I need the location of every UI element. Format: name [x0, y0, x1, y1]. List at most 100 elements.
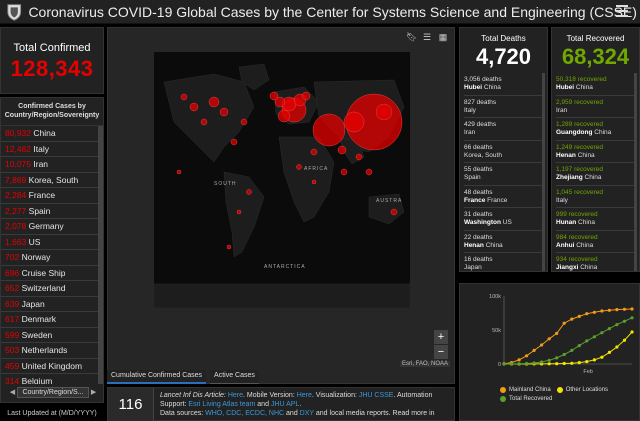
- data-sources-link[interactable]: WHO, CDC, ECDC, NHC: [205, 410, 285, 417]
- data-point-other-locations[interactable]: [630, 330, 634, 334]
- data-point-other-locations[interactable]: [592, 358, 596, 362]
- data-point-mainland-china[interactable]: [547, 337, 551, 341]
- recovered-row[interactable]: 984 recovered Anhui China: [556, 231, 636, 253]
- data-point-total-recovered[interactable]: [622, 319, 627, 323]
- country-row[interactable]: 599 Sweden: [1, 328, 99, 343]
- zoom-in-button[interactable]: +: [434, 330, 448, 344]
- lancet-link[interactable]: Here: [227, 392, 244, 399]
- list-icon[interactable]: ☰: [422, 32, 432, 42]
- data-point-mainland-china[interactable]: [577, 314, 581, 318]
- data-point-mainland-china[interactable]: [607, 308, 611, 312]
- data-point-total-recovered[interactable]: [585, 339, 589, 343]
- data-point-mainland-china[interactable]: [562, 321, 566, 325]
- jhu-csse-link[interactable]: JHU CSSE: [358, 392, 394, 399]
- map-panel[interactable]: 🔖︎ ☰ ▦: [107, 27, 455, 384]
- prev-arrow-icon[interactable]: ◀: [9, 389, 16, 396]
- data-point-total-recovered[interactable]: [607, 327, 611, 331]
- country-row[interactable]: 1,663 US: [1, 235, 99, 250]
- country-row[interactable]: 314 Belgium: [1, 374, 99, 384]
- country-row[interactable]: 503 Netherlands: [1, 343, 99, 359]
- country-row[interactable]: 639 Japan: [1, 297, 99, 312]
- country-row[interactable]: 617 Denmark: [1, 312, 99, 328]
- data-point-mainland-china[interactable]: [570, 317, 574, 321]
- data-point-other-locations[interactable]: [600, 355, 604, 359]
- next-arrow-icon[interactable]: ▶: [90, 389, 97, 396]
- country-row[interactable]: 2,277 Spain: [1, 204, 99, 219]
- data-point-total-recovered[interactable]: [509, 362, 514, 366]
- deaths-row[interactable]: 22 deaths Henan China: [464, 231, 544, 253]
- world-map[interactable]: AFRICA SOUTH AUSTRA ANTARCTICA: [154, 52, 410, 308]
- legend-item[interactable]: Mainland China: [500, 387, 551, 393]
- country-row[interactable]: 702 Norway: [1, 250, 99, 266]
- country-list[interactable]: 80,932 China 12,462 Italy 10,075 Iran 7,869…: [1, 126, 99, 384]
- deaths-list-scrollbar[interactable]: [542, 73, 545, 271]
- data-point-other-locations[interactable]: [622, 338, 627, 342]
- deaths-row[interactable]: 48 deaths France France: [464, 186, 544, 208]
- deaths-row[interactable]: 429 deaths Iran: [464, 118, 544, 141]
- data-point-mainland-china[interactable]: [540, 343, 544, 347]
- tab-cumulative-confirmed[interactable]: Cumulative Confirmed Cases: [107, 370, 207, 384]
- zoom-out-button[interactable]: −: [434, 345, 448, 359]
- country-row[interactable]: 2,078 Germany: [1, 219, 99, 235]
- recovered-row[interactable]: 1,197 recovered Zhejiang China: [556, 163, 636, 186]
- data-point-other-locations[interactable]: [607, 350, 611, 354]
- data-point-other-locations[interactable]: [570, 361, 574, 365]
- country-row[interactable]: 10,075 Iran: [1, 157, 99, 173]
- recovered-row[interactable]: 1,045 recovered Italy: [556, 186, 636, 208]
- data-point-total-recovered[interactable]: [615, 323, 619, 327]
- country-row[interactable]: 80,932 China: [1, 126, 99, 142]
- recovered-list-scrollbar[interactable]: [634, 73, 637, 271]
- data-point-total-recovered[interactable]: [600, 331, 604, 335]
- deaths-row[interactable]: 3,056 deaths Hubei China: [464, 73, 544, 96]
- data-point-mainland-china[interactable]: [615, 308, 619, 312]
- recovered-row[interactable]: 1,249 recovered Henan China: [556, 141, 636, 163]
- country-row[interactable]: 7,869 Korea, South: [1, 173, 99, 188]
- data-point-mainland-china[interactable]: [592, 310, 596, 314]
- tab-active-cases[interactable]: Active Cases: [210, 370, 259, 384]
- data-point-total-recovered[interactable]: [502, 362, 506, 366]
- data-point-mainland-china[interactable]: [532, 348, 536, 352]
- data-point-other-locations[interactable]: [585, 360, 589, 364]
- data-point-total-recovered[interactable]: [592, 335, 596, 339]
- data-point-total-recovered[interactable]: [525, 361, 529, 366]
- bookmark-icon[interactable]: 🔖︎: [406, 32, 418, 42]
- data-point-other-locations[interactable]: [577, 361, 581, 365]
- data-point-other-locations[interactable]: [547, 362, 551, 366]
- data-point-total-recovered[interactable]: [577, 344, 581, 348]
- recovered-row[interactable]: 50,318 recovered Hubei China: [556, 73, 636, 96]
- country-row[interactable]: 459 United Kingdom: [1, 359, 99, 374]
- data-point-other-locations[interactable]: [555, 362, 559, 366]
- data-point-mainland-china[interactable]: [517, 358, 521, 362]
- country-list-scrollbar[interactable]: [98, 126, 103, 384]
- data-point-mainland-china[interactable]: [555, 331, 559, 335]
- data-point-total-recovered[interactable]: [562, 352, 566, 357]
- data-point-other-locations[interactable]: [615, 345, 619, 349]
- country-row[interactable]: 2,284 France: [1, 188, 99, 204]
- data-point-total-recovered[interactable]: [532, 361, 536, 365]
- menu-icon[interactable]: [616, 5, 628, 17]
- dxy-link[interactable]: DXY: [299, 410, 314, 417]
- recovered-row[interactable]: 934 recovered Jiangxi China: [556, 253, 636, 271]
- legend-item[interactable]: Total Recovered: [500, 396, 552, 402]
- recovered-row[interactable]: 2,959 recovered Iran: [556, 96, 636, 118]
- deaths-row[interactable]: 66 deaths Korea, South: [464, 141, 544, 163]
- jhu-apl-link[interactable]: JHU APL: [270, 401, 300, 408]
- data-point-total-recovered[interactable]: [547, 358, 551, 362]
- data-point-mainland-china[interactable]: [622, 307, 627, 311]
- deaths-row[interactable]: 31 deaths Washington US: [464, 208, 544, 231]
- data-point-total-recovered[interactable]: [570, 348, 574, 352]
- cases-line-chart[interactable]: 100k 50k 0 Feb: [460, 284, 640, 384]
- data-point-total-recovered[interactable]: [630, 316, 634, 320]
- legend-item[interactable]: Other Locations: [556, 387, 608, 393]
- data-point-total-recovered[interactable]: [555, 356, 559, 360]
- country-row[interactable]: 652 Switzerland: [1, 281, 99, 297]
- recovered-list[interactable]: 50,318 recovered Hubei China 2,959 recover…: [556, 73, 636, 271]
- country-row[interactable]: 12,462 Italy: [1, 142, 99, 157]
- deaths-row[interactable]: 827 deaths Italy: [464, 96, 544, 118]
- country-row[interactable]: 696 Cruise Ship: [1, 266, 99, 281]
- grid-icon[interactable]: ▦: [438, 32, 448, 42]
- esri-link[interactable]: Esri Living Atlas team: [188, 401, 256, 408]
- deaths-row[interactable]: 16 deaths Japan: [464, 253, 544, 271]
- mobile-version-link[interactable]: Here: [296, 392, 312, 399]
- data-point-mainland-china[interactable]: [600, 309, 604, 313]
